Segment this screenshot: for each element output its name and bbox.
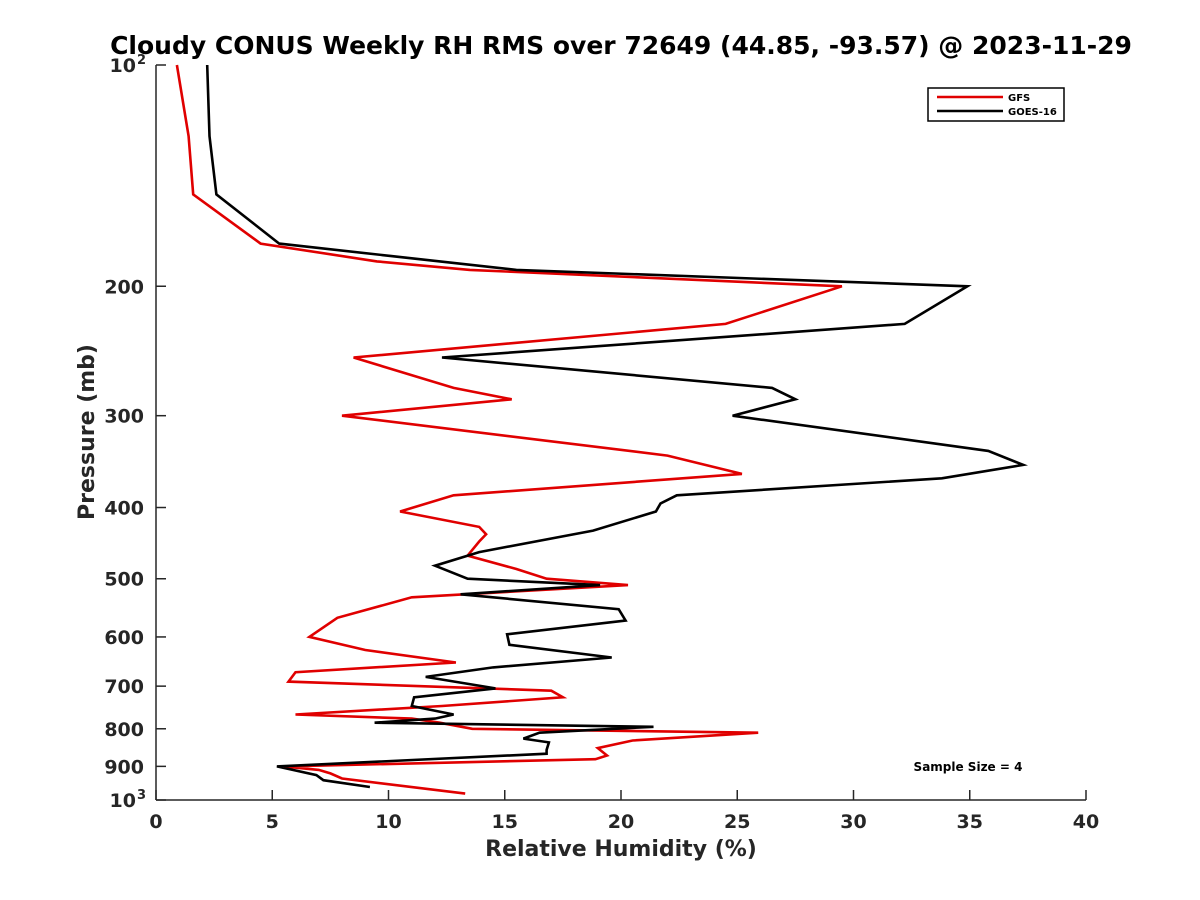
x-axis-label: Relative Humidity (%) bbox=[485, 837, 757, 862]
legend-label-gfs: GFS bbox=[1008, 93, 1030, 104]
y-tick-label: 900 bbox=[104, 756, 144, 778]
legend-box bbox=[927, 87, 1065, 122]
y-tick-label: 700 bbox=[104, 676, 144, 698]
y-tick-label: 500 bbox=[104, 569, 144, 591]
legend-label-goes16: GOES-16 bbox=[1008, 107, 1057, 118]
x-tick-label: 35 bbox=[957, 811, 983, 833]
legend: GFS GOES-16 bbox=[927, 87, 1065, 122]
y-tick-label: 10 bbox=[110, 790, 136, 812]
x-tick-label: 30 bbox=[840, 811, 866, 833]
series-line-gfs bbox=[175, 64, 843, 795]
y-tick-label: 10 bbox=[110, 55, 136, 77]
y-tick-label: 300 bbox=[104, 406, 144, 428]
x-tick-label: 15 bbox=[492, 811, 518, 833]
y-axis-label: Pressure (mb) bbox=[75, 344, 100, 520]
axes bbox=[155, 65, 1086, 801]
y-tick-exponent: 3 bbox=[137, 788, 146, 803]
series-line-goes16 bbox=[205, 64, 1029, 789]
y-tick-label: 400 bbox=[104, 498, 144, 520]
x-tick-label: 20 bbox=[608, 811, 634, 833]
x-tick-label: 25 bbox=[724, 811, 750, 833]
y-tick-label: 600 bbox=[104, 627, 144, 649]
x-tick-label: 0 bbox=[149, 811, 162, 833]
x-tick-label: 40 bbox=[1073, 811, 1099, 833]
y-tick-label: 200 bbox=[104, 276, 144, 298]
sample-size-annotation: Sample Size = 4 bbox=[914, 760, 1023, 774]
chart-title: Cloudy CONUS Weekly RH RMS over 72649 (4… bbox=[110, 31, 1132, 60]
x-tick-label: 5 bbox=[266, 811, 279, 833]
y-tick-exponent: 2 bbox=[137, 53, 146, 68]
y-tick-label: 800 bbox=[104, 719, 144, 741]
plot-series bbox=[175, 64, 1029, 795]
x-tick-label: 10 bbox=[375, 811, 401, 833]
